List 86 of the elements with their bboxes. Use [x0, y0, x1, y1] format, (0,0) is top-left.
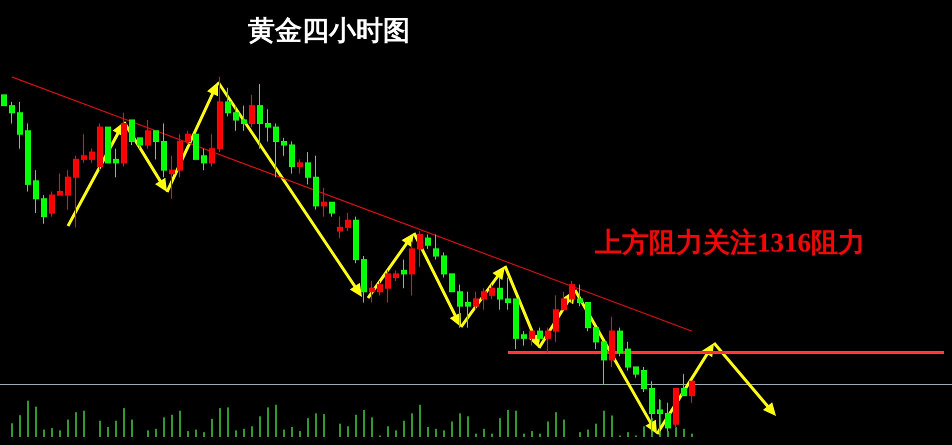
- candlestick: [89, 148, 95, 164]
- candlestick: [625, 341, 631, 372]
- candlestick: [129, 119, 135, 146]
- candlestick: [65, 170, 71, 210]
- candlestick: [489, 284, 495, 300]
- candlestick: [577, 284, 583, 307]
- candlestick: [97, 123, 103, 171]
- chart-title: 黄金四小时图: [247, 16, 410, 46]
- candlestick: [9, 102, 15, 124]
- candlestick: [289, 140, 295, 174]
- candlestick: [145, 119, 151, 150]
- candlestick: [457, 284, 463, 328]
- candlestick: [153, 130, 159, 160]
- candlestick: [561, 291, 567, 310]
- candlestick: [569, 280, 575, 304]
- candlestick: [401, 259, 407, 289]
- candlestick: [41, 194, 47, 224]
- candlestick: [281, 137, 287, 156]
- candlestick: [409, 241, 415, 296]
- candlestick: [657, 398, 663, 436]
- candlestick: [593, 327, 599, 350]
- candlestick: [441, 252, 447, 278]
- candlestick: [345, 212, 351, 232]
- candlestick: [497, 276, 503, 310]
- candlestick: [353, 216, 359, 264]
- candlestick: [305, 152, 311, 185]
- candlestick: [689, 380, 695, 404]
- candlestick: [601, 341, 607, 386]
- candlestick: [73, 155, 79, 228]
- candlestick: [433, 234, 439, 260]
- candlestick: [633, 366, 639, 378]
- candlestick: [193, 134, 199, 160]
- candlestick: [481, 288, 487, 310]
- candlestick: [473, 291, 479, 310]
- candlestick: [465, 291, 471, 328]
- candlestick: [681, 374, 687, 396]
- candlestick: [385, 270, 391, 304]
- candlestick: [241, 105, 247, 132]
- candlestick: [449, 273, 455, 292]
- candlestick: [505, 276, 511, 310]
- candlestick: [273, 123, 279, 178]
- candlestick: [257, 84, 263, 150]
- candlestick: [417, 230, 423, 268]
- candlestick: [177, 134, 183, 178]
- candlestick: [321, 187, 327, 218]
- candlestick: [201, 148, 207, 171]
- candlestick: [33, 170, 39, 214]
- candlestick: [609, 316, 615, 368]
- candlestick: [25, 123, 31, 192]
- candlestick: [17, 102, 23, 150]
- candlestick: [185, 130, 191, 146]
- candlestick: [641, 366, 647, 393]
- candlestick: [553, 294, 559, 342]
- candlestick: [233, 105, 239, 132]
- candlestick: [361, 256, 367, 304]
- candlestick: [249, 94, 255, 128]
- candlestick: [369, 280, 375, 304]
- candlestick: [337, 216, 343, 239]
- candlestick: [521, 330, 527, 346]
- candlestick: [209, 134, 215, 167]
- candlestick: [585, 302, 591, 332]
- candlestick: [329, 202, 335, 218]
- candlestick: [513, 298, 519, 350]
- candlestick: [57, 173, 63, 196]
- candlestick: [265, 108, 271, 142]
- candlestick: [1, 94, 7, 106]
- candlestick: [49, 191, 55, 218]
- candlestick: [137, 137, 143, 150]
- candlestick: [617, 327, 623, 357]
- candlestick: [545, 327, 551, 354]
- candlestick: [425, 234, 431, 250]
- candlestick: [81, 134, 87, 164]
- candlestick: [217, 76, 223, 153]
- candlestick: [113, 148, 119, 178]
- candlestick: [225, 87, 231, 117]
- candlestick: [393, 270, 399, 282]
- candlestick: [169, 155, 175, 200]
- candlestick: [105, 126, 111, 164]
- candlestick: [121, 112, 127, 167]
- annotation: 上方阻力关注1316阻力: [594, 228, 865, 258]
- candlestick: [313, 155, 319, 210]
- candlestick: [529, 330, 535, 346]
- candlestick: [537, 327, 543, 342]
- candlestick: [297, 158, 303, 174]
- candlestick: [377, 280, 383, 296]
- candlestick: [161, 123, 167, 178]
